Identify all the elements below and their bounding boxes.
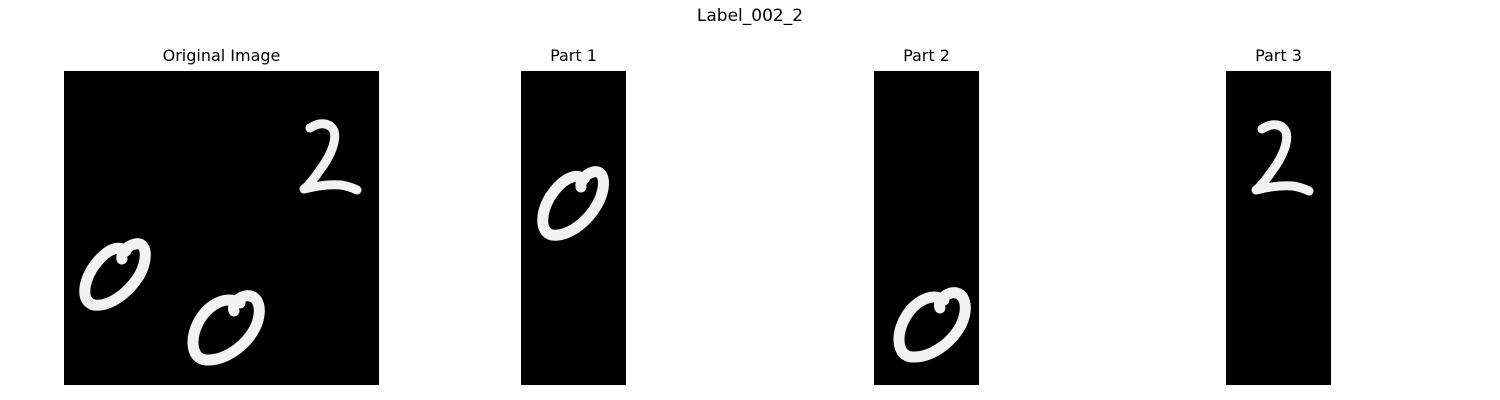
part-2-panel <box>874 71 979 385</box>
part-2-canvas <box>893 287 971 363</box>
panel-title-part-3: Part 3 <box>1255 46 1302 65</box>
digit-zero <box>893 287 971 363</box>
part-1-panel <box>521 71 626 385</box>
part-3-panel <box>1226 71 1331 385</box>
original-image-canvas <box>79 119 362 366</box>
part-3-canvas <box>1251 120 1314 196</box>
panel-title-original-image: Original Image <box>162 46 281 65</box>
digit-zero-bottom <box>187 290 265 366</box>
panel-title-part-2: Part 2 <box>903 46 950 65</box>
figure-title: Label_002_2 <box>696 6 804 26</box>
digit-zero <box>537 166 609 241</box>
digit-zero-left <box>79 238 151 311</box>
original-image-panel <box>64 71 379 385</box>
panel-title-part-1: Part 1 <box>550 46 597 65</box>
digit-two <box>1251 120 1314 196</box>
digit-two-top-right <box>299 119 362 195</box>
part-1-canvas <box>537 166 609 241</box>
